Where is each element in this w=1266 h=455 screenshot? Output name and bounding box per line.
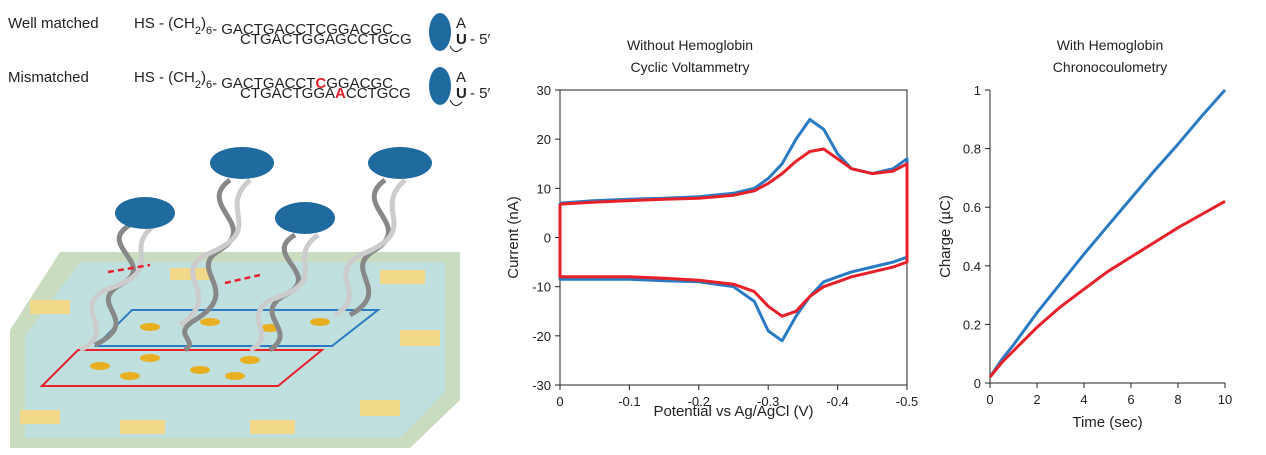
x-tick-label: 2 [1033,392,1040,407]
charts: Without Hemoglobin Cyclic Voltammetry -30 -… [505,37,1232,431]
row-label: Well matched [8,15,99,32]
strand-part: C [315,75,326,92]
series-line [988,199,1226,379]
strand-part: GGACGC [326,21,393,38]
x-tick-label: -0.3 [757,394,779,409]
redox-labels [115,147,432,234]
y-tick-label: 20 [537,132,551,147]
redox-label [429,13,451,51]
y-tick-label: 0.6 [963,200,981,215]
y-tick-label: -20 [532,329,551,344]
subscript: 2 [195,79,201,91]
end-base: A [456,15,466,32]
strand-part: CCTGCG [347,31,412,48]
pads [20,268,440,434]
subscript: 6 [206,25,212,37]
y-axis-label: Charge (µC) [937,195,954,278]
x-tick-label: 4 [1080,392,1087,407]
redox-label [429,67,451,105]
end-5: - 5′ [470,31,491,48]
mismatch-marks [107,263,261,285]
x-tick-label: -0.4 [826,394,848,409]
chart-subtitle: Cyclic Voltammetry [630,59,749,75]
prefix: HS - (CH [134,15,195,32]
chart-title: Without Hemoglobin [627,37,753,53]
strand-part: C [315,21,326,38]
sequence-bottom: CTGACTGGAACCTGCG [240,85,411,102]
chip-illustration [10,147,460,448]
strand-part: A [335,85,346,102]
dna-helices [78,177,407,353]
strand-part: CTGACTGGA [240,31,335,48]
series-line [558,147,909,318]
close: ) [201,69,206,86]
strand-part: CTGACTGGA [240,85,335,102]
strand-part: - GACTGACCT [212,75,315,92]
sequences: Well matched HS - (CH2)6- GACTGACCTCGGACG… [8,13,491,106]
x-axis-label: Potential vs Ag/AgCl (V) [653,403,813,420]
x-tick-label: 8 [1174,392,1181,407]
x-tick-label: -0.2 [688,394,710,409]
chart-subtitle: Chronocoulometry [1053,59,1167,75]
linker [449,45,463,52]
sequence-top: HS - (CH2)6- GACTGACCTCGGACGC [134,69,393,92]
y-tick-label: 10 [537,181,551,196]
series-line [988,89,1227,378]
x-tick-label: -0.1 [618,394,640,409]
end-base: A [456,69,466,86]
y-tick-label: 0.8 [963,142,981,157]
series-line [558,118,909,343]
x-tick-label: 10 [1218,392,1232,407]
chart: Without Hemoglobin Cyclic Voltammetry -30 -… [505,37,918,420]
prefix: HS - (CH [134,69,195,86]
subscript: 6 [206,79,212,91]
plot-frame [559,89,908,386]
strand-part: CCTGCG [346,85,411,102]
x-tick-label: 6 [1127,392,1134,407]
y-tick-label: 0.4 [963,259,981,274]
strand-part: GGACGC [326,75,393,92]
y-axis-label: Current (nA) [505,196,522,279]
chart-title: With Hemoglobin [1057,37,1164,53]
close: ) [201,15,206,32]
y-tick-label: -30 [532,378,551,393]
y-tick-label: 1 [974,83,981,98]
strand-part: G [335,31,347,48]
end-u: U [456,31,467,48]
y-tick-label: 0 [544,231,551,246]
row-label: Mismatched [8,69,89,86]
linker [449,99,463,106]
x-tick-label: 0 [986,392,993,407]
chart: With Hemoglobin Chronocoulometry 0 0.2 0.4 0.… [937,37,1232,431]
sequence-top: HS - (CH2)6- GACTGACCTCGGACGC [134,15,393,38]
x-tick-label: 0 [556,394,563,409]
subscript: 2 [195,25,201,37]
x-axis-label: Time (sec) [1072,414,1142,431]
x-tick-label: -0.5 [896,394,918,409]
end-u: U [456,85,467,102]
y-tick-label: 0.2 [963,317,981,332]
y-tick-label: -10 [532,280,551,295]
strand-part: - GACTGACCT [212,21,315,38]
sequence-bottom: CTGACTGGAGCCTGCG [240,31,412,48]
y-tick-label: 0 [974,376,981,391]
y-tick-label: 30 [537,83,551,98]
electrode-red [39,349,325,387]
end-5: - 5′ [470,85,491,102]
